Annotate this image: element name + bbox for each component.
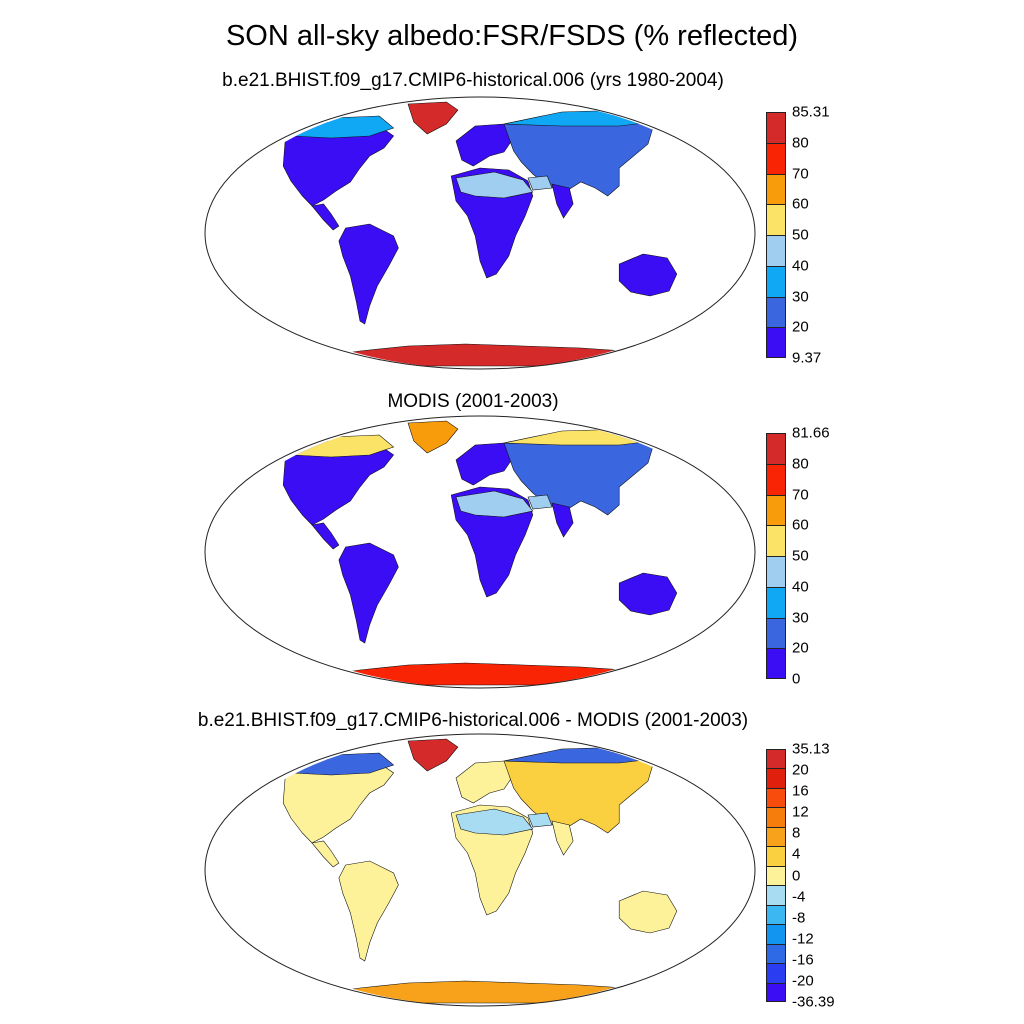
colorbar-box [766,556,786,587]
colorbar-label: -20 [792,972,814,990]
colorbar-box [766,846,786,866]
india-region [551,820,574,856]
south-america-region [338,542,399,644]
central-america-region [311,840,340,868]
colorbar-box [766,943,786,964]
map-outline [204,96,756,370]
antarctica-region [311,343,668,367]
panel-2-colorbar: 0 20 30 40 50 60 70 80 81.66 [766,425,856,688]
colorbar-label: 30 [792,288,809,305]
desert-region [455,171,553,199]
india-region [551,183,574,219]
panel-3-map [204,733,756,1007]
colorbar-label: 9.37 [792,349,822,367]
colorbar-label: 80 [792,455,809,473]
colorbar-label: 20 [792,318,809,336]
colorbar-box [766,525,786,556]
colorbar-box [766,142,786,174]
panel-1-subtitle: b.e21.BHIST.f09_g17.CMIP6-historical.006… [222,70,724,91]
greenland-region [407,101,459,135]
panel-2-map [204,415,756,689]
panel-2-subtitle: MODIS (2001-2003) [387,391,559,412]
colorbar-label: 60 [792,195,809,213]
colorbar-box [766,112,786,143]
colorbar-box [766,807,786,827]
panel-1-map [204,96,756,370]
panel-3-subtitle: b.e21.BHIST.f09_g17.CMIP6-historical.006… [197,710,749,731]
antarctica-region [311,662,668,686]
colorbar-label: 35.13 [792,740,830,758]
colorbar-label: 0 [792,670,801,688]
colorbar-box [766,885,786,905]
australia-region [618,253,678,297]
colorbar-label: 70 [792,165,809,182]
colorbar-label: 16 [792,782,809,800]
colorbar-label: 20 [792,639,809,657]
colorbar-label: -36.39 [792,993,835,1011]
colorbar-label: 50 [792,547,809,565]
colorbar-box [766,904,786,925]
colorbar-box [766,433,786,464]
colorbar-box [766,494,786,526]
colorbar-box [766,296,786,328]
south-america-region [338,223,399,325]
desert-region [455,808,553,836]
colorbar-box [766,865,786,886]
central-america-region [311,522,340,550]
colorbar-box [766,648,786,679]
desert-region [455,490,553,518]
colorbar-box [766,924,786,944]
colorbar-box [766,265,786,297]
colorbar-label: 4 [792,845,801,863]
panel-3-colorbar: -36.39 -20 -16 -12 -8 -4 0 4 8 12 16 20 35.13 [766,741,856,1011]
colorbar-label: 8 [792,824,801,842]
colorbar-label: 70 [792,486,809,503]
panel-1-colorbar: 9.37 20 30 40 50 60 70 80 85.31 [766,104,856,367]
map-outline [204,733,756,1007]
colorbar-label: -16 [792,951,814,969]
colorbar-label: 81.66 [792,424,830,442]
colorbar-box [766,787,786,808]
colorbar-box [766,327,786,358]
colorbar-box [766,463,786,495]
south-america-region [338,860,399,962]
colorbar-label: 60 [792,516,809,534]
colorbar-label: -12 [792,930,814,948]
colorbar-label: 40 [792,257,809,275]
greenland-region [407,420,459,454]
colorbar-label: 80 [792,134,809,152]
colorbar-box [766,963,786,983]
australia-region [618,890,678,934]
india-region [551,502,574,538]
colorbar-label: 30 [792,609,809,626]
colorbar-label: 12 [792,803,809,821]
central-america-region [311,203,340,231]
main-title: SON all-sky albedo:FSR/FSDS (% reflected… [225,20,799,52]
colorbar-box [766,235,786,266]
colorbar-box [766,586,786,618]
colorbar-label: 0 [792,867,801,884]
europe-region [455,442,514,486]
greenland-region [407,738,459,772]
colorbar-box [766,617,786,649]
colorbar-box [766,826,786,847]
colorbar-label: 40 [792,578,809,596]
colorbar-label: -8 [792,909,806,927]
europe-region [455,760,514,804]
colorbar-box [766,768,786,788]
colorbar-box [766,204,786,235]
colorbar-label: 50 [792,226,809,244]
colorbar-box [766,173,786,205]
colorbar-box [766,982,786,1002]
colorbar-label: 85.31 [792,103,830,121]
colorbar-box [766,749,786,769]
europe-region [455,123,514,167]
colorbar-label: -4 [792,888,806,906]
map-outline [204,415,756,689]
australia-region [618,572,678,616]
colorbar-label: 20 [792,761,809,779]
antarctica-region [311,980,668,1004]
